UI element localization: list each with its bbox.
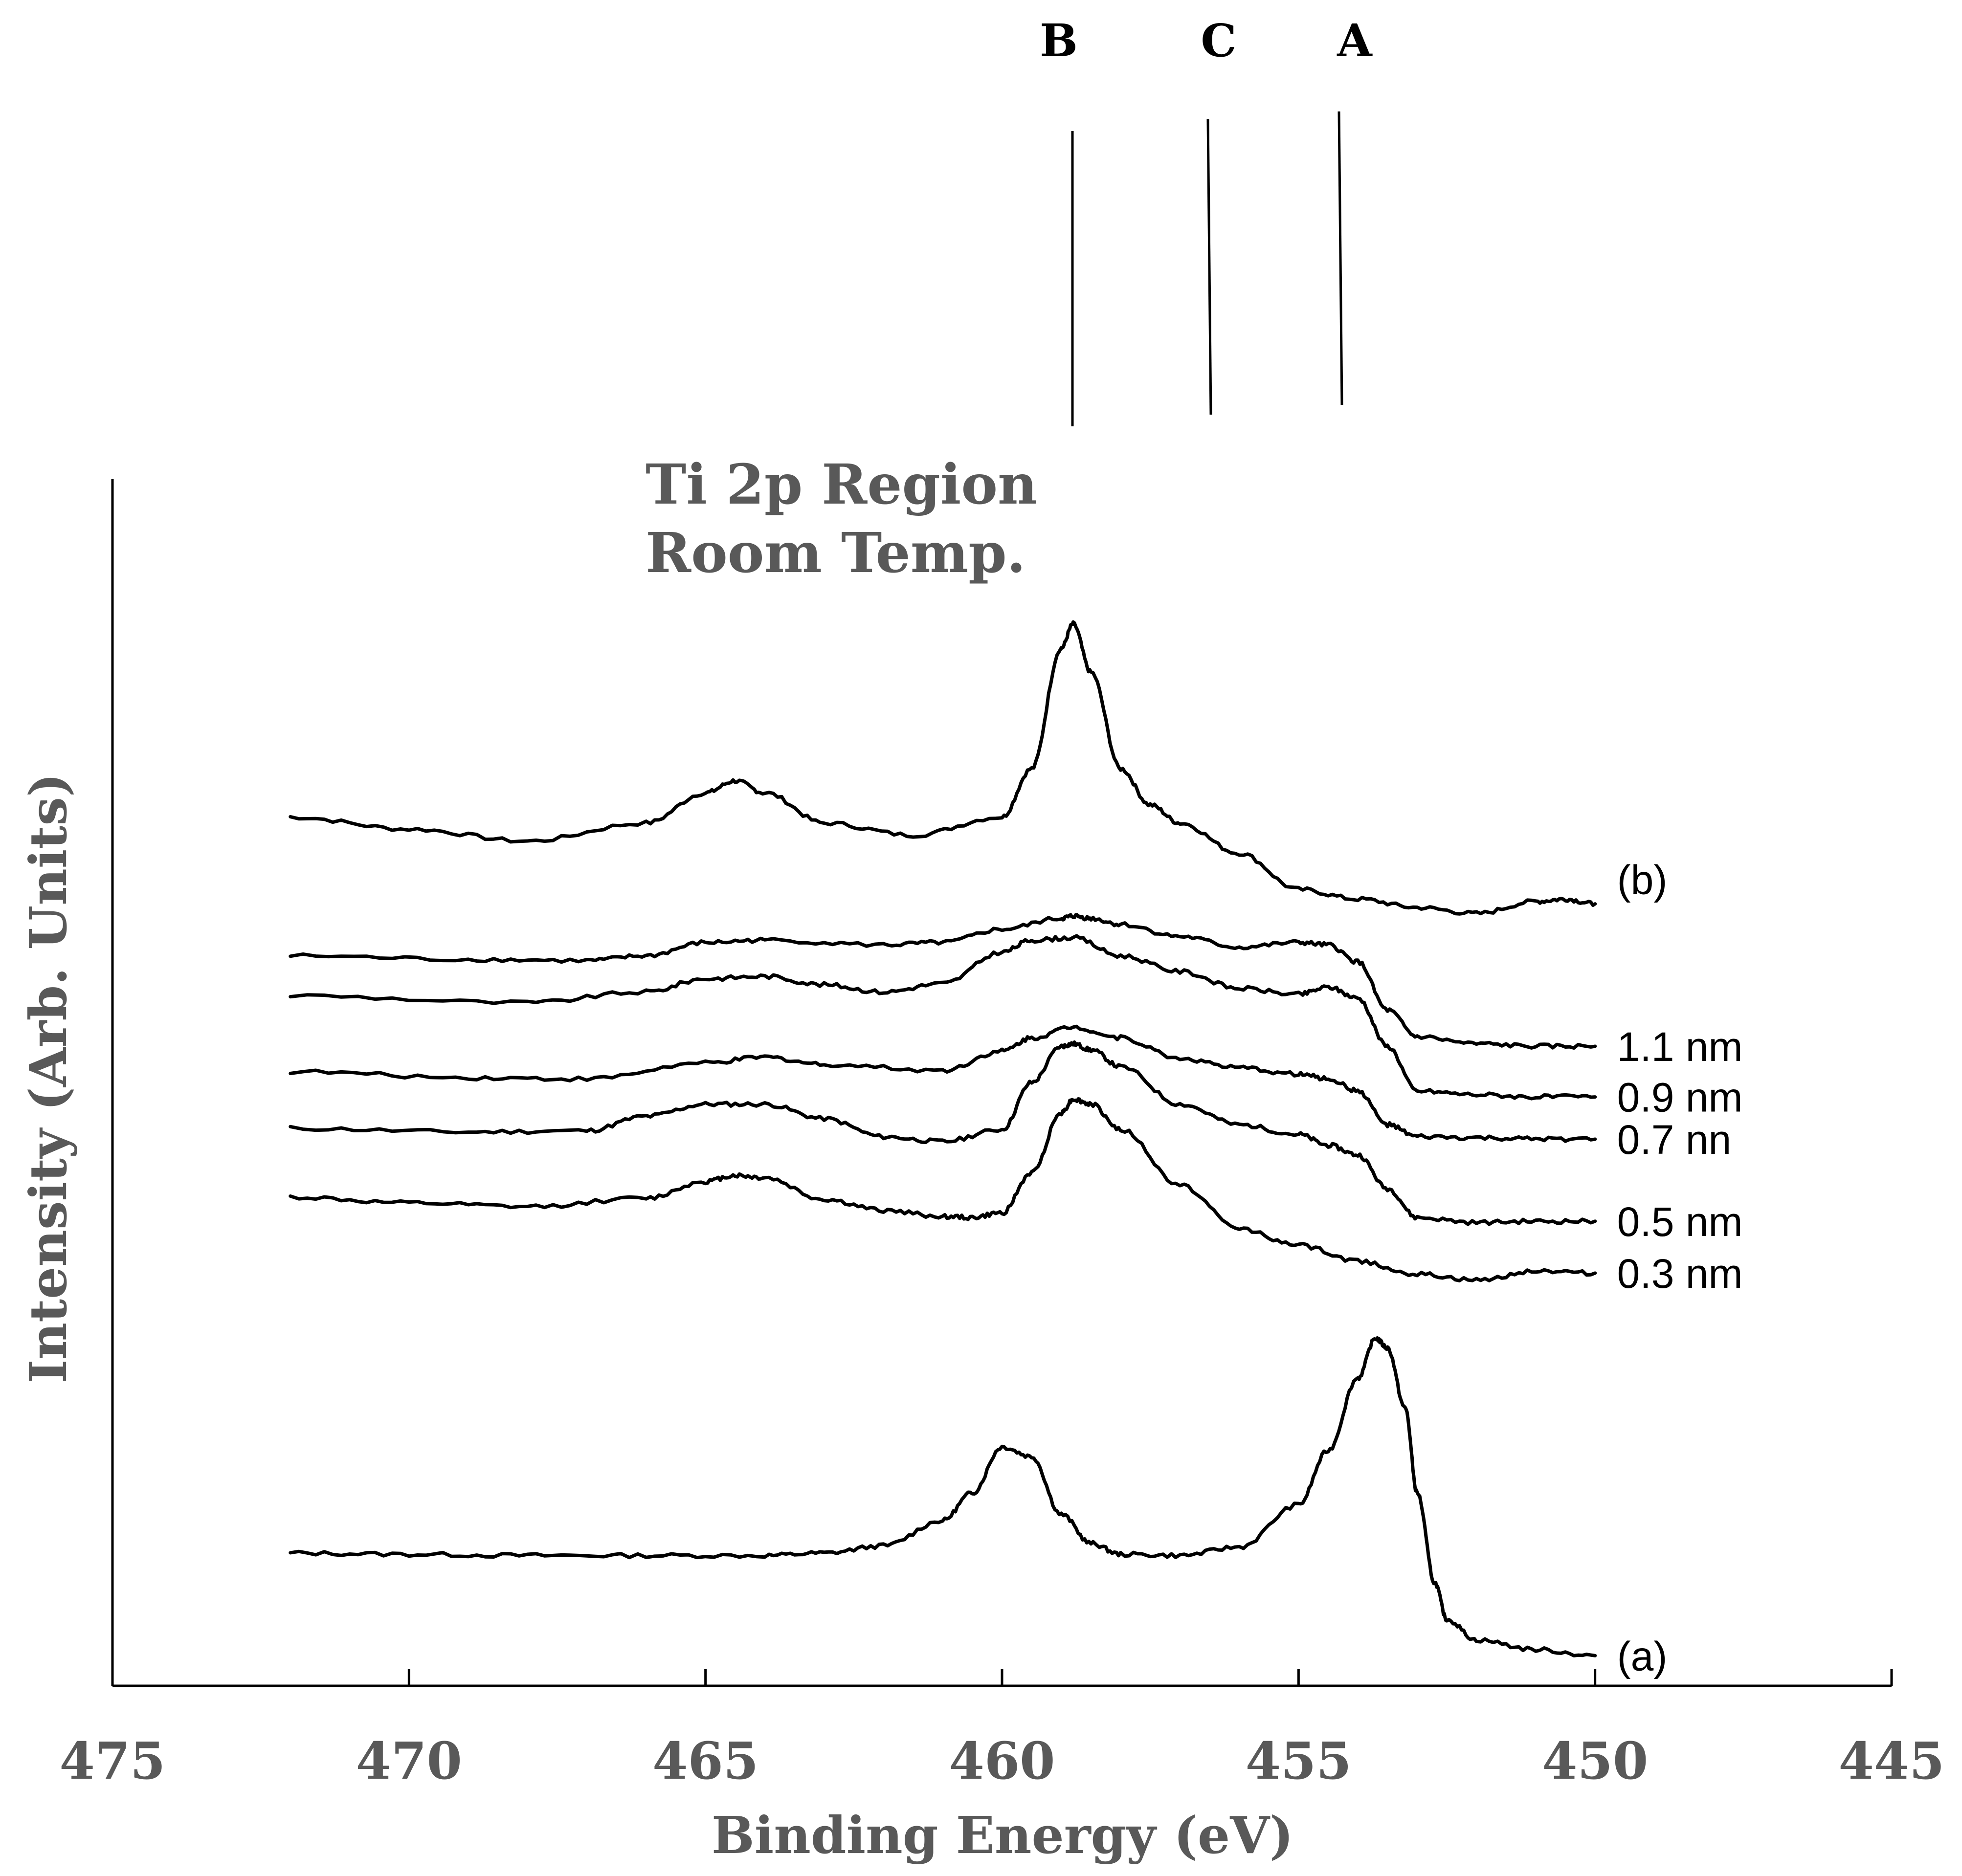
reference-label-c: C: [1201, 14, 1236, 67]
x-tick-label-465: 465: [652, 1731, 758, 1791]
series-line-0-9-nm: [289, 934, 1597, 1101]
x-tick-label-445: 445: [1838, 1731, 1944, 1791]
series-line-a: [289, 1336, 1597, 1657]
series-label-0-3-nm: 0.3 nm: [1617, 1251, 1743, 1297]
series-label-0-5-nm: 0.5 nm: [1617, 1199, 1743, 1245]
plot-title-line-2: Room Temp.: [646, 521, 1026, 585]
reference-line-c: [1206, 119, 1212, 415]
plot-title-line-1: Ti 2p Region: [646, 453, 1037, 517]
marker-group: B C A: [1040, 14, 1373, 426]
series-line-0-3-nm: [289, 1097, 1597, 1282]
series-label-b: (b): [1617, 857, 1668, 903]
series-label-0-7-nn: 0.7 nn: [1617, 1117, 1732, 1163]
x-tick-label-475: 475: [59, 1731, 165, 1791]
series-line-b: [289, 620, 1597, 916]
x-tick-label-450: 450: [1542, 1731, 1648, 1791]
reference-label-b: B: [1040, 14, 1078, 67]
series-label-1-1-nm: 1.1 nm: [1617, 1024, 1743, 1070]
x-tick-label-455: 455: [1246, 1731, 1352, 1791]
x-tick-label-470: 470: [356, 1731, 462, 1791]
series-line-0-7-nn: [289, 1024, 1597, 1143]
series-line-0-5-nm: [289, 1040, 1597, 1226]
x-axis-title: Binding Energy (eV): [712, 1805, 1293, 1865]
reference-line-a: [1338, 111, 1343, 405]
series-line-1-1-nm: [289, 913, 1597, 1050]
series-label-0-9-nm: 0.9 nm: [1617, 1075, 1743, 1121]
y-axis-title: Intensity (Arb. Units): [18, 773, 78, 1383]
series-label-a: (a): [1617, 1633, 1668, 1679]
x-ticks: 475 470 465 460 455 450 445: [59, 1669, 1945, 1791]
reference-label-a: A: [1337, 14, 1373, 67]
x-tick-label-460: 460: [949, 1731, 1055, 1791]
series-group: (b) 1.1 nm 0.9 nm0.7 nn 0.5 nm 0.3 nm (a): [289, 620, 1743, 1679]
plot-title: Ti 2p Region Room Temp.: [646, 453, 1037, 585]
